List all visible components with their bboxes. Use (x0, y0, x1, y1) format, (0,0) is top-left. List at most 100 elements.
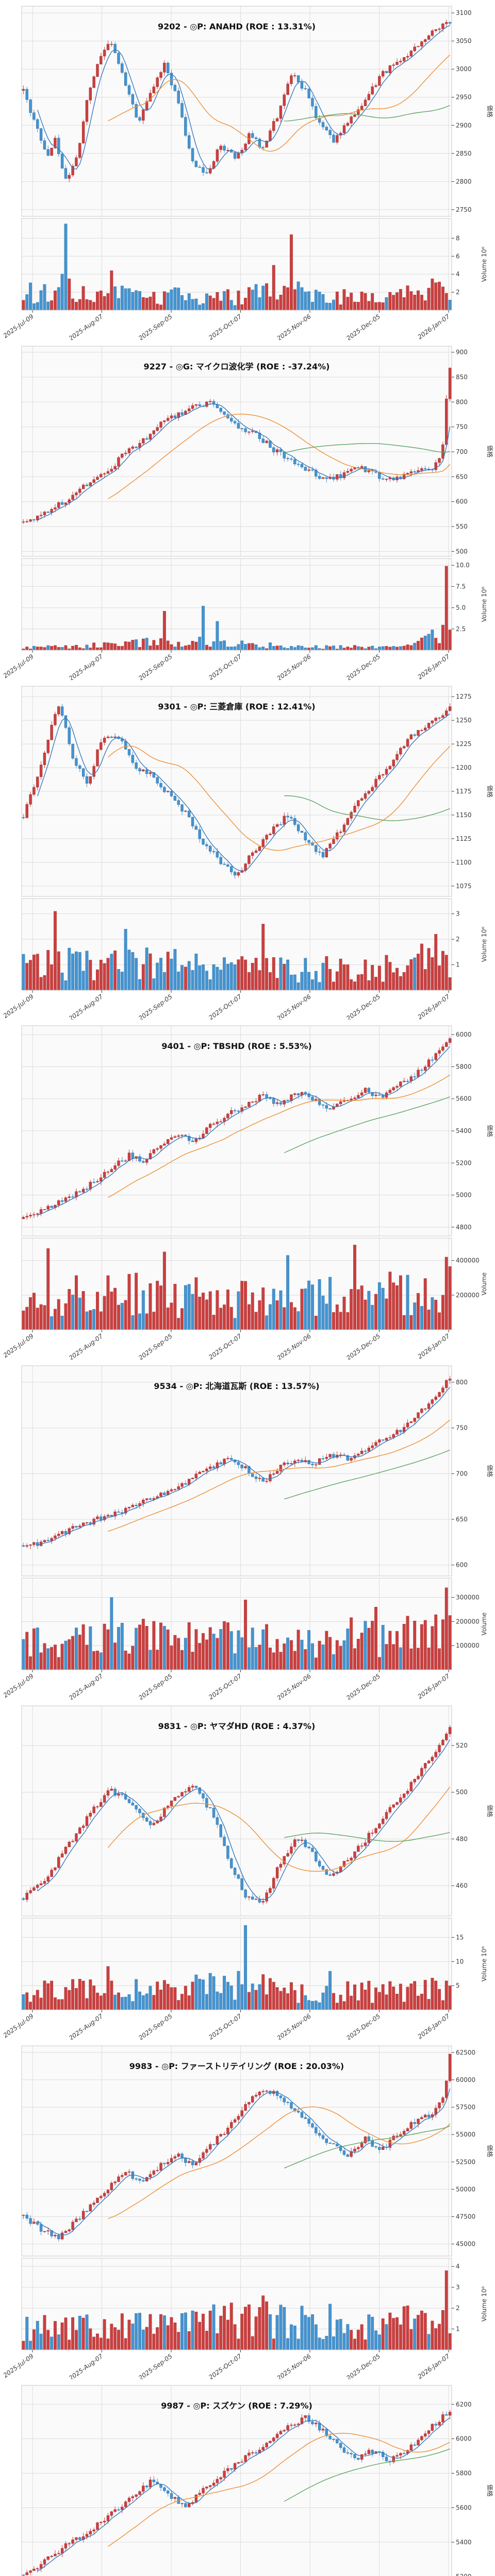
volume-tick-label: 5.0 (456, 604, 466, 611)
chart-title: 9987 - ◎P: スズケン (ROE : 7.29%) (161, 2401, 312, 2411)
ma-short-line (37, 403, 451, 520)
volume-tick-label: 10 (456, 1958, 464, 1965)
price-tick-label: 850 (456, 374, 468, 381)
price-tick-label: 5000 (456, 1192, 472, 1199)
price-tick-label: 5200 (456, 2573, 472, 2576)
volume-axis-label: Volume 10⁶ (481, 1946, 488, 1981)
price-tick-label: 5800 (456, 2470, 472, 2477)
volume-tick-label: 2.5 (456, 625, 466, 633)
date-tick-label: 2025-Jul-09 (2, 2012, 35, 2039)
price-tick-label: 800 (456, 1379, 468, 1386)
price-tick-label: 1125 (456, 835, 472, 842)
candlestick-volume-chart-9831: 460 480 500 520 5 10 15 2025-Jul-09 2025-Aug-07 2… (2, 1705, 494, 2040)
chart-panel-9401: 4800 5000 5200 5400 5600 5800 6000 200000 400000… (0, 1020, 495, 1360)
price-tick-label: 1100 (456, 858, 472, 866)
price-tick-label: 2900 (456, 122, 472, 129)
volume-axis-label: Volume 10⁶ (481, 2286, 488, 2321)
price-axis-label: 価格 (486, 445, 494, 457)
volume-tick-label: 15 (456, 1934, 464, 1941)
date-tick-label: 2025-Nov-06 (276, 313, 313, 340)
price-tick-label: 5200 (456, 1160, 472, 1167)
date-tick-label: 2025-Dec-05 (345, 993, 382, 1020)
date-tick-label: 2025-Nov-06 (276, 2352, 313, 2379)
price-tick-label: 800 (456, 398, 468, 405)
price-tick-label: 460 (456, 1882, 468, 1889)
price-tick-label: 1075 (456, 882, 472, 889)
price-tick-label: 480 (456, 1835, 468, 1842)
date-tick-label: 2025-Sep-05 (137, 1672, 174, 1700)
ma-mid-line (108, 1419, 451, 1532)
chart-title: 9534 - ◎P: 北海道瓦斯 (ROE : 13.57%) (154, 1381, 319, 1391)
ma-mid-line (107, 1786, 451, 1872)
price-tick-label: 50000 (456, 2185, 475, 2193)
date-tick-label: 2025-Aug-07 (68, 1672, 105, 1700)
volume-tick-label: 2 (456, 289, 460, 296)
chart-panel-9987: 5200540056005800600062002000004000006000… (0, 2379, 495, 2576)
date-tick-label: 2026-Jan-07 (417, 313, 452, 340)
chart-title: 9301 - ◎P: 三菱倉庫 (ROE : 12.41%) (158, 702, 315, 711)
volume-tick-label: 8 (456, 234, 460, 242)
date-tick-label: 2025-Nov-06 (276, 992, 313, 1020)
date-tick-label: 2025-Nov-06 (276, 1332, 313, 1360)
candlestick-volume-chart-9534: 600 650 700 750 800 100000 200000 300000 2025-Ju… (2, 1365, 494, 1700)
volume-tick-label: 5 (456, 1982, 460, 1989)
volume-tick-label: 300000 (456, 1594, 480, 1601)
date-tick-label: 2025-Dec-05 (345, 1672, 382, 1700)
candlestick-volume-chart-9227: 500 550 600 650 700 750 800 850 900 2.5 5.0 7.5 10.0… (2, 346, 494, 680)
date-tick-label: 2025-Aug-07 (68, 313, 105, 340)
date-tick-label: 2025-Nov-06 (276, 653, 313, 680)
price-axis-label: 価格 (486, 1465, 494, 1477)
price-tick-label: 45000 (456, 2240, 475, 2247)
volume-tick-label: 200000 (456, 1292, 480, 1299)
price-tick-label: 1200 (456, 764, 472, 771)
volume-tick-label: 1 (456, 961, 460, 968)
price-tick-label: 55000 (456, 2131, 475, 2138)
price-tick-label: 650 (456, 473, 468, 480)
chart-panel-9202: 2750 2800 2850 2900 2950 3000 3050 3100 2 4 6 8 2025… (0, 0, 495, 340)
date-tick-label: 2025-Oct-07 (207, 653, 243, 680)
price-tick-label: 47500 (456, 2213, 475, 2220)
candlestick-volume-chart-9987: 5200540056005800600062002000004000006000… (21, 2385, 494, 2576)
price-tick-label: 2850 (456, 150, 472, 157)
price-tick-label: 5600 (456, 1095, 472, 1103)
date-tick-label: 2025-Sep-05 (137, 2352, 174, 2380)
volume-tick-label: 4 (456, 2263, 460, 2270)
date-tick-label: 2025-Oct-07 (207, 1332, 243, 1360)
date-tick-label: 2025-Oct-07 (207, 2352, 243, 2379)
date-tick-label: 2025-Nov-06 (276, 2012, 313, 2040)
ma-short-line (37, 713, 451, 872)
price-tick-label: 2950 (456, 94, 472, 101)
volume-axis-label: Volume 10⁶ (481, 586, 488, 622)
ma-long-line (284, 795, 450, 821)
date-tick-label: 2025-Oct-07 (207, 1672, 243, 1700)
ma-mid-line (108, 2106, 451, 2219)
date-tick-label: 2026-Jan-07 (417, 992, 452, 1020)
date-tick-label: 2025-Sep-05 (137, 1332, 174, 1360)
volume-tick-label: 4 (456, 270, 460, 278)
date-tick-label: 2025-Oct-07 (207, 2012, 243, 2040)
price-axis-label: 価格 (486, 785, 494, 797)
price-axis-label: 価格 (486, 2484, 494, 2497)
chart-panel-9534: 600 650 700 750 800 100000 200000 300000 2025-Ju… (0, 1360, 495, 1700)
price-tick-label: 5800 (456, 1063, 472, 1071)
price-tick-label: 900 (456, 348, 468, 355)
chart-title: 9983 - ◎P: ファーストリテイリング (ROE : 20.03%) (129, 2061, 344, 2071)
date-tick-label: 2025-Aug-07 (68, 2012, 105, 2040)
chart-title: 9227 - ◎G: マイクロ波化学 (ROE : -37.24%) (144, 362, 330, 371)
price-tick-label: 750 (456, 1425, 468, 1432)
ma-long-line (284, 1096, 450, 1154)
date-tick-label: 2025-Jul-09 (2, 993, 35, 1020)
date-tick-label: 2026-Jan-07 (417, 1332, 452, 1360)
ma-mid-line (108, 55, 451, 152)
price-axis-label: 価格 (486, 1125, 494, 1137)
ma-short-line (37, 25, 450, 171)
ma-short-line (37, 1046, 451, 1216)
price-tick-label: 750 (456, 423, 468, 430)
date-tick-label: 2025-Sep-05 (137, 653, 174, 680)
date-tick-label: 2026-Jan-07 (417, 2352, 452, 2379)
price-tick-label: 2800 (456, 178, 472, 185)
price-tick-label: 1175 (456, 788, 472, 795)
date-tick-label: 2026-Jan-07 (417, 2012, 452, 2040)
ma-short-line (37, 2417, 450, 2572)
